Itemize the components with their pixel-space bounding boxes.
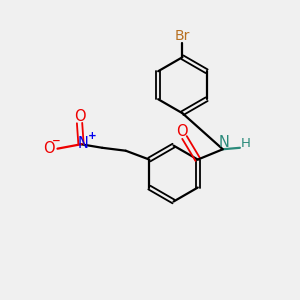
Text: +: + xyxy=(88,131,97,141)
Text: Br: Br xyxy=(175,29,190,43)
Text: O: O xyxy=(74,109,85,124)
Text: N: N xyxy=(219,135,230,150)
Text: O: O xyxy=(43,141,54,156)
Text: N: N xyxy=(78,136,89,151)
Text: H: H xyxy=(241,137,251,150)
Text: O: O xyxy=(176,124,188,139)
Text: −: − xyxy=(52,135,60,146)
